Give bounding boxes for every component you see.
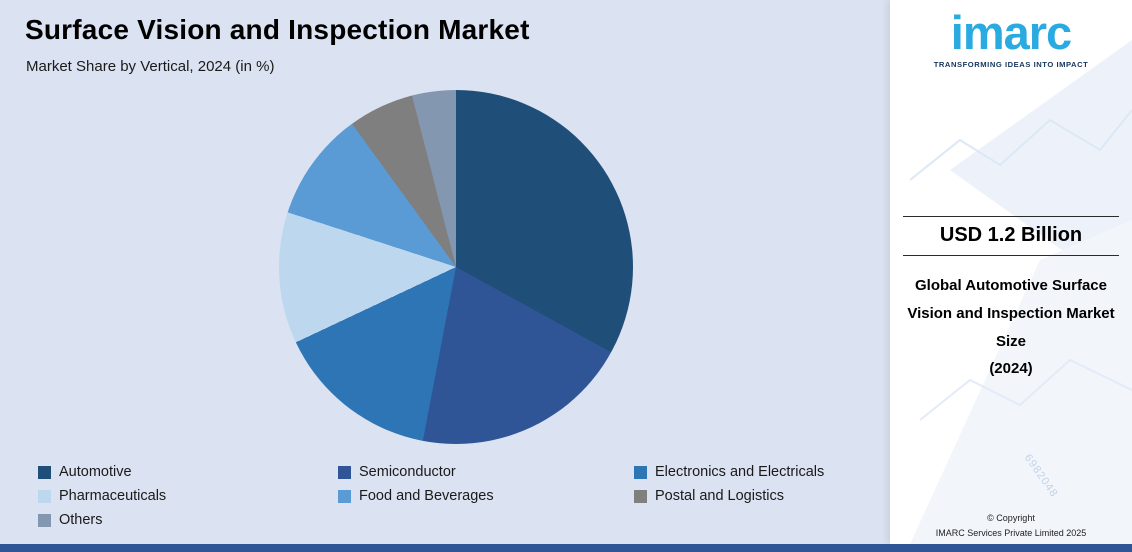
- legend-label: Postal and Logistics: [655, 488, 784, 504]
- chart-legend: Automotive Semiconductor Electronics and…: [38, 464, 894, 528]
- legend-item: Electronics and Electricals: [634, 464, 894, 480]
- brand-tagline: TRANSFORMING IDEAS INTO IMPACT: [933, 60, 1089, 70]
- copyright-line1: © Copyright: [987, 513, 1035, 524]
- legend-swatch: [634, 489, 647, 503]
- market-size-value: USD 1.2 Billion: [939, 224, 1083, 246]
- brand-sidebar: 6982048 imarc TRANSFORMING IDEAS INTO IM…: [890, 0, 1132, 544]
- sidebar-decoration: [909, 40, 1132, 544]
- market-size-label: Global Automotive Surface Vision and Ins…: [907, 277, 1115, 350]
- legend-swatch: [634, 465, 647, 479]
- divider: [903, 216, 1119, 217]
- page-title: Surface Vision and Inspection Market: [25, 14, 530, 45]
- legend-item: Pharmaceuticals: [38, 488, 338, 504]
- bottom-accent-bar: [0, 544, 1132, 552]
- legend-label: Others: [59, 512, 103, 528]
- legend-item: Food and Beverages: [338, 488, 634, 504]
- legend-swatch: [38, 489, 51, 503]
- legend-label: Food and Beverages: [359, 488, 494, 504]
- legend-swatch: [338, 489, 351, 503]
- legend-swatch: [38, 465, 51, 479]
- legend-label: Pharmaceuticals: [59, 488, 167, 504]
- legend-item: Automotive: [38, 464, 338, 480]
- legend-swatch: [38, 513, 51, 527]
- divider: [903, 255, 1119, 256]
- imarc-logo: imarc: [950, 6, 1072, 59]
- sidebar-content: imarc TRANSFORMING IDEAS INTO IMPACT USD…: [890, 8, 1132, 544]
- market-size-year: (2024): [989, 360, 1033, 378]
- copyright-line2: IMARC Services Private Limited 2025: [935, 527, 1087, 538]
- chart-area: Surface Vision and Inspection Market Mar…: [25, 14, 824, 528]
- legend-item: Semiconductor: [338, 464, 634, 480]
- legend-label: Automotive: [59, 464, 132, 480]
- pie-chart: [279, 90, 633, 444]
- legend-item: Others: [38, 512, 338, 528]
- legend-swatch: [338, 465, 351, 479]
- legend-label: Semiconductor: [359, 464, 456, 480]
- copyright: © Copyright IMARC Services Private Limit…: [890, 511, 1132, 540]
- page-subtitle: Market Share by Vertical, 2024 (in %): [26, 58, 275, 75]
- legend-item: Postal and Logistics: [634, 488, 894, 504]
- legend-label: Electronics and Electricals: [655, 464, 825, 480]
- market-size-block: USD 1.2 Billion Global Automotive Surfac…: [903, 216, 1119, 383]
